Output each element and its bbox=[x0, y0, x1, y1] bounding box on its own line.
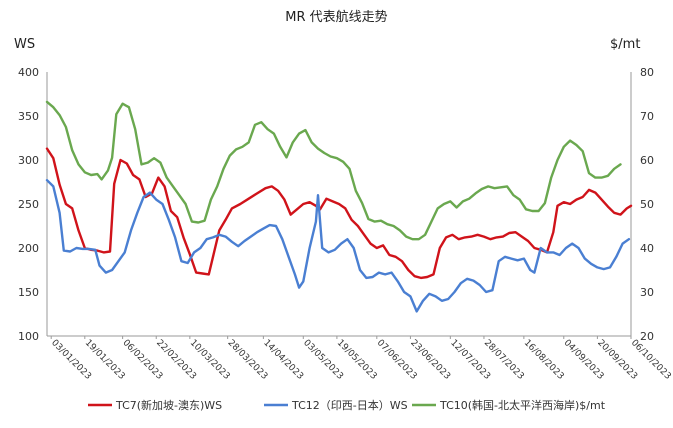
legend-label-3: TC10(韩国-北太平洋西海岸)$/mt bbox=[439, 398, 606, 412]
right-tick-label: 20 bbox=[640, 330, 654, 343]
right-tick-label: 80 bbox=[640, 66, 654, 79]
left-tick-label: 200 bbox=[18, 242, 39, 255]
series-line-1 bbox=[45, 147, 633, 280]
left-axis-unit: WS bbox=[14, 37, 36, 52]
series-line-3 bbox=[45, 100, 622, 241]
right-tick-label: 50 bbox=[640, 198, 654, 211]
right-tick-label: 30 bbox=[640, 286, 654, 299]
right-tick-label: 60 bbox=[640, 154, 654, 167]
left-tick-label: 100 bbox=[18, 330, 39, 343]
right-tick-label: 70 bbox=[640, 110, 654, 123]
x-tick-label: 16/08/2023 bbox=[522, 338, 566, 382]
left-tick-label: 400 bbox=[18, 66, 39, 79]
right-tick-label: 40 bbox=[640, 242, 654, 255]
legend-label-1: TC7(新加坡-澳东)WS bbox=[115, 398, 222, 412]
left-tick-label: 150 bbox=[18, 286, 39, 299]
left-tick-label: 250 bbox=[18, 198, 39, 211]
left-tick-label: 350 bbox=[18, 110, 39, 123]
chart-title: MR 代表航线走势 bbox=[285, 10, 388, 25]
legend-label-2: TC12（印西-日本）WS bbox=[291, 398, 408, 412]
right-axis-unit: $/mt bbox=[610, 37, 641, 52]
series-line-2 bbox=[45, 178, 631, 313]
left-tick-label: 300 bbox=[18, 154, 39, 167]
